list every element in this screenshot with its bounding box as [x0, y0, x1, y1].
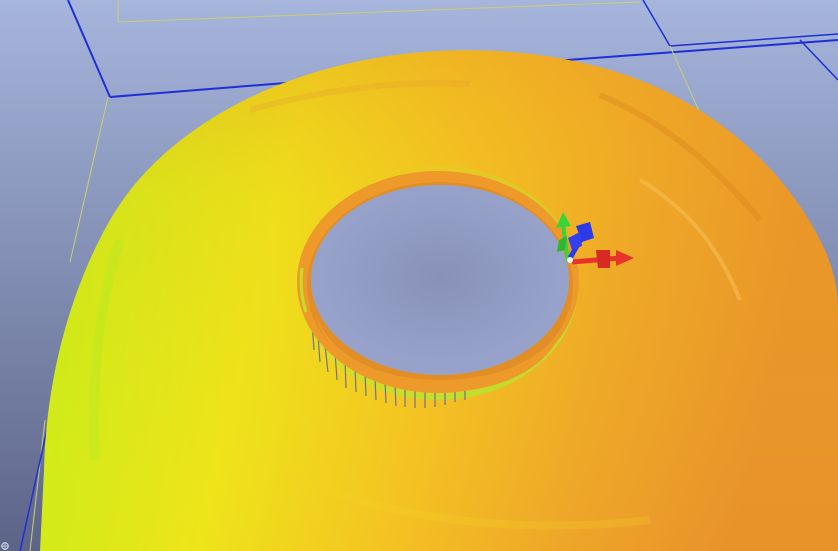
y-axis-arrow[interactable]	[556, 212, 571, 263]
pan-cursor-icon	[1, 542, 9, 550]
z-axis-arrow[interactable]	[567, 222, 594, 260]
x-axis-arrow[interactable]	[571, 250, 634, 268]
inner-hole	[297, 166, 579, 408]
axis-triad-gizmo[interactable]	[556, 212, 634, 268]
